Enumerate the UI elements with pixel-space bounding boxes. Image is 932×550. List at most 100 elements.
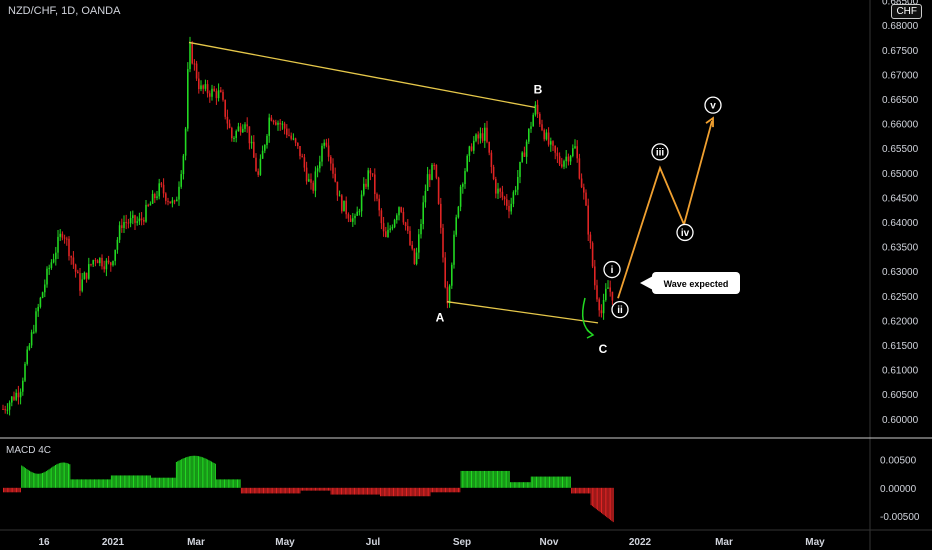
- macd-bar: [290, 487, 292, 494]
- macd-bar: [212, 462, 214, 488]
- macd-bar: [342, 487, 344, 495]
- macd-bar: [269, 487, 271, 494]
- macd-bar: [8, 487, 10, 493]
- macd-bar: [463, 470, 465, 488]
- macd-bar: [368, 487, 370, 495]
- candle-body: [508, 205, 510, 212]
- macd-bar: [361, 487, 363, 495]
- candle-body: [382, 223, 385, 232]
- macd-bar: [601, 487, 602, 514]
- macd-bar: [403, 487, 405, 497]
- candle-body: [354, 215, 356, 219]
- macd-bar: [369, 487, 371, 495]
- macd-bar: [456, 487, 458, 493]
- macd-bar: [104, 479, 106, 488]
- macd-bar: [506, 470, 508, 488]
- wave-circle-v: [704, 96, 722, 114]
- macd-bar: [383, 487, 385, 497]
- y-tick-label: 0.66000: [882, 120, 919, 131]
- macd-bar: [409, 487, 411, 497]
- macd-bar: [242, 487, 244, 494]
- macd-bar: [389, 487, 391, 497]
- macd-bar: [233, 479, 235, 488]
- macd-bar: [575, 487, 576, 494]
- macd-bar: [428, 487, 430, 497]
- macd-bar: [356, 487, 358, 495]
- macd-bar: [257, 487, 259, 494]
- candle-body: [255, 157, 257, 172]
- candle-body: [385, 231, 387, 238]
- macd-bar: [602, 487, 604, 515]
- macd-bar: [554, 476, 556, 488]
- candle-body: [94, 260, 97, 262]
- macd-bar: [315, 487, 316, 491]
- candle-body: [231, 127, 233, 139]
- macd-bar: [231, 479, 233, 488]
- macd-bar: [391, 487, 393, 497]
- candle-body: [290, 135, 292, 139]
- macd-bar: [303, 487, 305, 491]
- candle-body: [519, 161, 521, 177]
- candle-body: [4, 409, 6, 411]
- candle-body: [136, 221, 138, 223]
- candle-body: [376, 194, 378, 199]
- macd-bar: [179, 459, 181, 488]
- macd-bar: [225, 479, 227, 488]
- candle-body: [389, 228, 391, 230]
- y-tick-label: 0.65500: [882, 144, 919, 155]
- macd-bar: [407, 487, 409, 497]
- macd-bar: [112, 475, 114, 488]
- candle-body: [103, 266, 105, 270]
- wave-label-v: v: [710, 101, 716, 112]
- candle-body: [59, 233, 61, 237]
- macd-bar: [542, 476, 544, 488]
- macd-bar: [121, 475, 123, 488]
- candle-body: [442, 227, 444, 258]
- macd-bar: [611, 487, 613, 522]
- candle-body: [545, 132, 548, 140]
- macd-bar: [577, 487, 579, 494]
- macd-bar: [395, 487, 397, 497]
- macd-bar: [45, 471, 47, 488]
- y-tick-label: 0.62000: [882, 316, 919, 327]
- macd-bar: [60, 462, 62, 488]
- macd-bar: [243, 487, 245, 494]
- macd-bar: [194, 455, 196, 488]
- macd-bar: [521, 482, 523, 488]
- macd-bar: [201, 457, 203, 488]
- y-tick-label: 0.68000: [882, 21, 919, 32]
- macd-bar: [181, 459, 183, 488]
- macd-bar: [266, 487, 268, 494]
- macd-bar: [153, 477, 155, 488]
- macd-bar: [185, 457, 186, 488]
- macd-bar: [182, 458, 184, 488]
- candle-body: [398, 207, 400, 216]
- macd-bar: [190, 456, 192, 488]
- macd-bar: [419, 487, 420, 497]
- candle-body: [541, 124, 543, 131]
- x-tick-label: Sep: [453, 537, 471, 548]
- candle-body: [110, 262, 112, 266]
- macd-bar: [537, 476, 539, 488]
- candle-body: [162, 184, 165, 194]
- candle-body: [424, 190, 427, 203]
- macd-bar: [607, 487, 609, 519]
- candle-body: [514, 189, 517, 193]
- x-tick-label: Mar: [187, 537, 205, 548]
- macd-bar: [168, 477, 170, 488]
- macd-bar: [322, 487, 324, 491]
- candle-body: [323, 142, 325, 146]
- candle-body: [591, 243, 594, 267]
- candle-body: [105, 260, 108, 270]
- currency-badge[interactable]: CHF: [891, 4, 922, 19]
- macd-bar: [305, 487, 307, 491]
- macd-bar: [214, 463, 216, 488]
- candle-body: [151, 193, 154, 204]
- candle-body: [330, 156, 332, 164]
- macd-bar: [341, 487, 342, 495]
- macd-bar: [101, 479, 103, 488]
- macd-bar: [604, 487, 606, 517]
- candle-body: [167, 200, 169, 202]
- macd-bar: [118, 475, 120, 488]
